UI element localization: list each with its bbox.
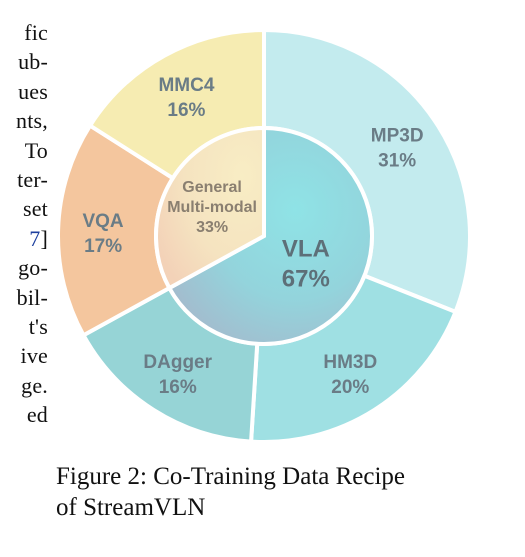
outer-label-hm3d: HM3D 20% xyxy=(323,352,377,398)
caption-line-1: Figure 2: Co-Training Data Recipe xyxy=(56,463,406,490)
left-text-line: ed xyxy=(26,402,48,428)
outer-label-mp3d: MP3D 31% xyxy=(371,126,424,172)
caption-line-2: of StreamVLN xyxy=(56,494,206,521)
outer-label-dagger: DAgger 16% xyxy=(143,352,212,398)
left-text-line: 7] xyxy=(29,225,48,251)
figure-caption: Figure 2: Co-Training Data Recipe of Str… xyxy=(56,461,496,523)
inner-label-vla: VLA 67% xyxy=(282,236,330,293)
left-text-line: ge. xyxy=(21,372,48,398)
left-text-line: ues xyxy=(18,78,48,104)
left-text-line: ub- xyxy=(18,49,48,75)
inner-slice-vla xyxy=(166,125,374,346)
outer-label-mmc4: MMC4 16% xyxy=(158,75,214,121)
outer-ring xyxy=(56,27,472,444)
left-text-line: ive xyxy=(20,343,48,369)
left-text-line: fic xyxy=(24,20,48,45)
donut-chart: MP3D 31% HM3D 20% DAgger 16% VQA 17% MMC4 16% VLA 6… xyxy=(56,27,472,444)
chart-labels: MP3D 31% HM3D 20% DAgger 16% VQA 17% MMC4 16% VLA 6… xyxy=(82,75,423,398)
left-text-line: nts, xyxy=(16,108,48,134)
left-text-column: fic ub-ues nts, To ter-set 7] go-bil-t's ive ge.… xyxy=(0,18,48,430)
left-text-line: go- xyxy=(18,255,48,281)
inner-label-general-multi-modal: General Multi-modal 33% xyxy=(167,179,257,236)
left-text-line: set xyxy=(22,196,48,222)
outer-label-vqa: VQA 17% xyxy=(82,211,123,257)
citation-link[interactable]: 7 xyxy=(29,225,41,251)
left-text-line: bil- xyxy=(16,284,48,310)
inner-slice-general-multi-modal xyxy=(154,125,266,291)
left-text-line: t's xyxy=(28,314,48,340)
left-text-line: ter- xyxy=(17,167,48,193)
inner-pie xyxy=(154,125,374,346)
left-text-line: To xyxy=(24,137,48,163)
